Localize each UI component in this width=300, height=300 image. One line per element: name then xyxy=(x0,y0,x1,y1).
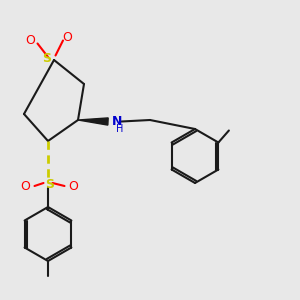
Text: O: O xyxy=(21,179,30,193)
Text: S: S xyxy=(45,178,54,191)
Text: N: N xyxy=(112,115,122,128)
Text: S: S xyxy=(42,52,51,65)
Text: H: H xyxy=(116,124,124,134)
Text: O: O xyxy=(25,34,35,47)
Polygon shape xyxy=(78,118,108,125)
Text: O: O xyxy=(69,179,78,193)
Text: O: O xyxy=(63,31,72,44)
